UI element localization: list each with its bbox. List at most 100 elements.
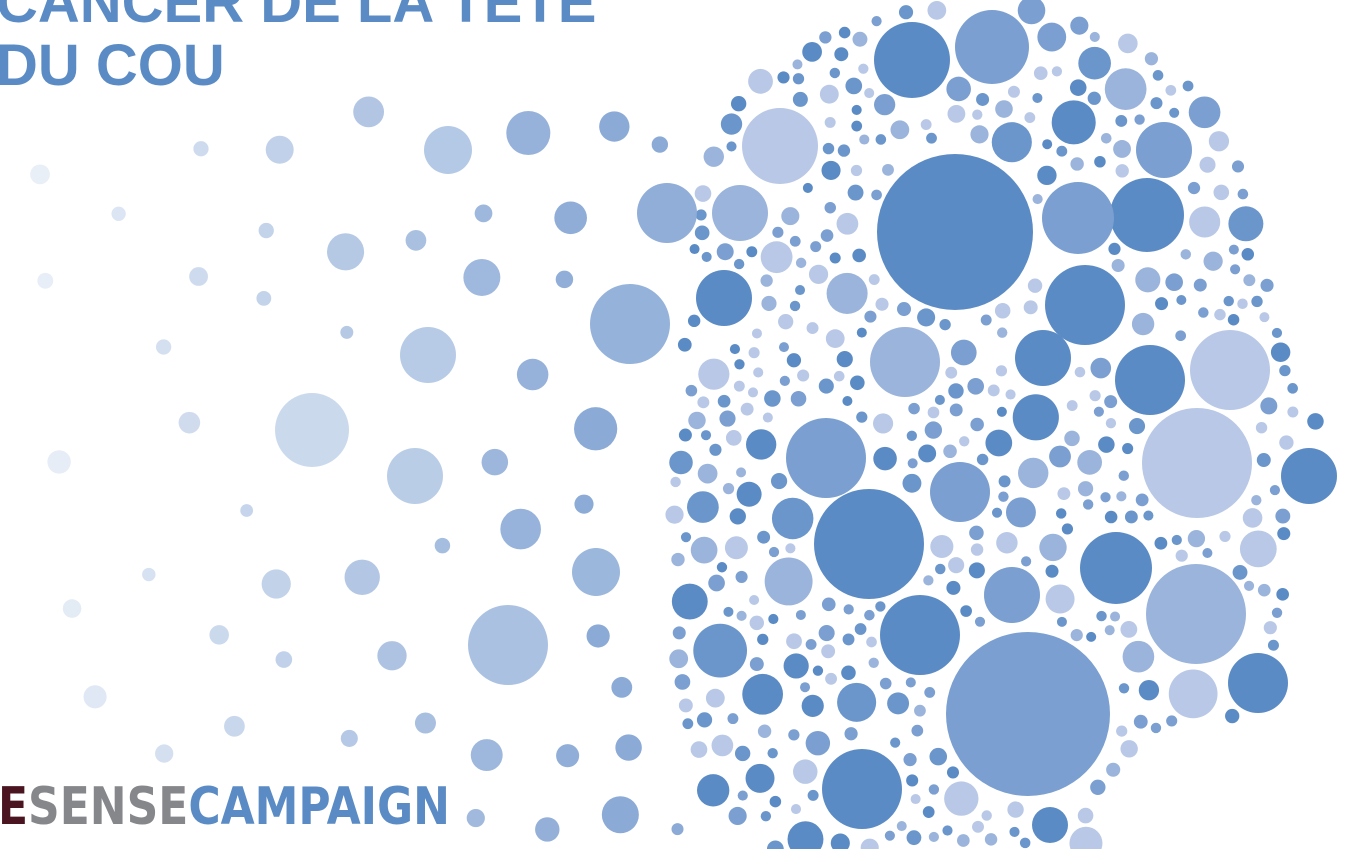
bubble — [735, 746, 750, 761]
bubble — [669, 451, 693, 475]
bubble — [851, 121, 862, 132]
bubble — [959, 436, 969, 446]
bubble — [734, 359, 744, 369]
bubble — [695, 185, 712, 202]
bubble — [723, 483, 734, 494]
bubble — [673, 626, 686, 639]
bubble — [821, 229, 834, 242]
bubble — [1105, 625, 1115, 635]
bubble — [406, 230, 427, 251]
bubble — [837, 351, 853, 367]
bubble — [1129, 418, 1145, 434]
bubble — [908, 458, 918, 468]
bubble — [786, 633, 802, 649]
bubble — [763, 413, 773, 423]
bubble — [1028, 278, 1042, 292]
bubble — [1052, 100, 1096, 144]
bubble — [697, 774, 729, 806]
bubble — [209, 625, 229, 645]
bubble — [942, 825, 952, 835]
bubble — [796, 610, 806, 620]
bubble — [730, 344, 740, 354]
bubble — [873, 413, 893, 433]
bubble — [746, 246, 757, 257]
bubble — [830, 68, 840, 78]
bubble — [468, 605, 548, 685]
bubble — [802, 695, 824, 717]
bubble — [791, 391, 807, 407]
logo-part: CAMPAIGN — [188, 777, 450, 837]
bubble — [678, 338, 692, 352]
bubble — [1209, 131, 1229, 151]
bubble — [1204, 252, 1223, 271]
bubble — [1037, 166, 1056, 185]
bubble — [746, 764, 775, 793]
bubble — [770, 796, 782, 808]
bubble — [615, 734, 641, 760]
bubble — [969, 562, 985, 578]
bubble — [1155, 297, 1168, 310]
bubble — [1150, 97, 1162, 109]
bubble — [1105, 511, 1118, 524]
bubble — [790, 301, 800, 311]
bubble — [839, 27, 851, 39]
bubble — [1064, 431, 1079, 446]
bubble — [1145, 52, 1158, 65]
bubble — [945, 367, 957, 379]
logo-part: E — [0, 777, 28, 837]
bubble — [1032, 93, 1042, 103]
bubble — [748, 387, 758, 397]
bubble — [984, 567, 1040, 623]
bubble — [30, 165, 50, 185]
bubble — [1015, 330, 1071, 386]
bubble — [967, 378, 984, 395]
bubble — [790, 236, 801, 247]
bubble — [951, 340, 977, 366]
bubble — [1119, 470, 1129, 480]
bubble — [1042, 182, 1114, 254]
bubble — [995, 303, 1010, 318]
bubble — [781, 207, 799, 225]
bubble — [1194, 279, 1207, 292]
bubble — [725, 536, 748, 559]
bubble — [749, 347, 760, 358]
bubble — [877, 154, 1033, 310]
bubble — [795, 285, 805, 295]
bubble — [693, 624, 747, 678]
bubble — [1264, 621, 1277, 634]
bubble — [1080, 532, 1152, 604]
page: CANCER DE LA TÊTE DU COU ESENSECAMPAIGN … — [0, 0, 1348, 849]
bubble — [1120, 621, 1137, 638]
bubble — [738, 790, 748, 800]
bubble — [1098, 436, 1114, 452]
bubble — [1071, 629, 1083, 641]
bubble — [761, 296, 776, 311]
bubble — [866, 637, 877, 648]
bubble — [1257, 453, 1271, 467]
bubble — [772, 227, 783, 238]
bubble — [944, 781, 978, 815]
bubble — [697, 712, 712, 727]
bubble — [574, 495, 593, 514]
bubble — [179, 412, 201, 434]
bubble — [84, 685, 107, 708]
bubble — [874, 94, 895, 115]
bubble — [823, 143, 834, 154]
bubble — [788, 729, 799, 740]
bubble — [842, 396, 852, 406]
bubble — [821, 161, 840, 180]
bubble — [1106, 418, 1116, 428]
bubble — [240, 504, 253, 517]
bubble — [730, 508, 746, 524]
bubble — [1214, 309, 1225, 320]
bubble — [599, 111, 629, 141]
bubble — [1078, 808, 1094, 824]
bubble — [1056, 146, 1067, 157]
bubble — [876, 134, 887, 145]
bubble — [1153, 70, 1164, 81]
bubble — [729, 807, 747, 825]
bubble — [970, 125, 988, 143]
bubble — [1151, 723, 1161, 733]
bubble — [1021, 556, 1031, 566]
bubble — [999, 475, 1011, 487]
